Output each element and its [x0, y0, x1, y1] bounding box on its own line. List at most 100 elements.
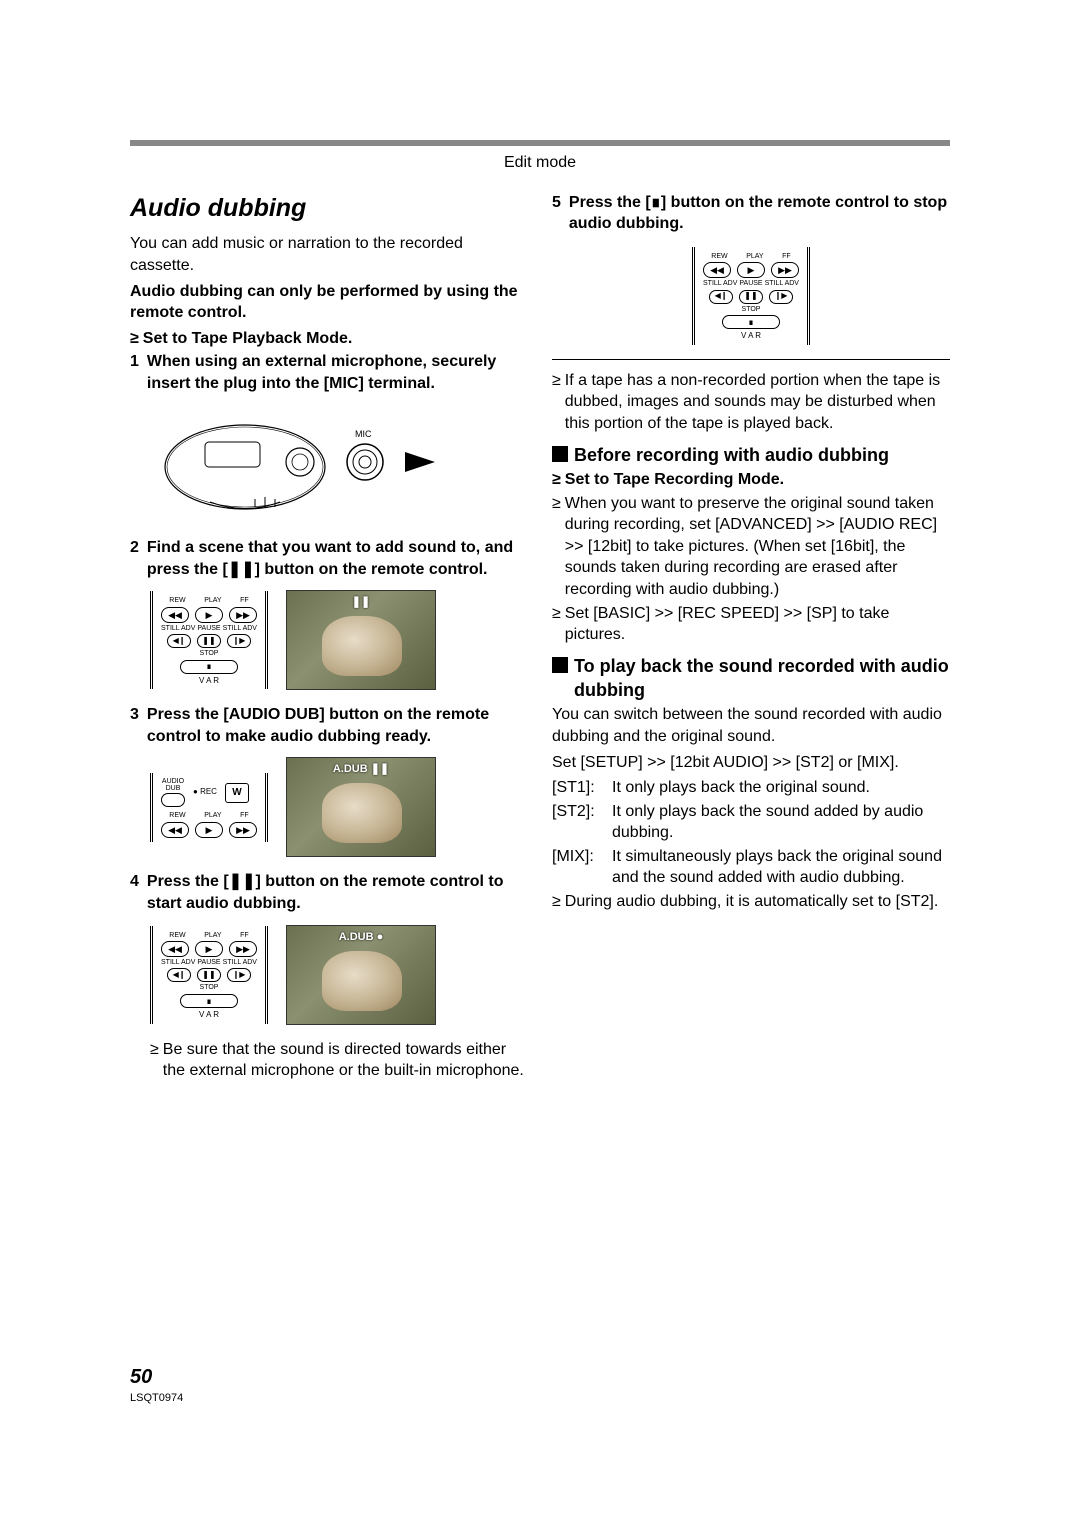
bullet-icon: ≥ [552, 493, 561, 601]
before-bullet-2-text: Set [BASIC] >> [REC SPEED] >> [SP] to ta… [565, 603, 950, 646]
remote-control-diagram: REW PLAY FF ◀◀ ▶ ▶▶ STILL ADV PAUSE STIL… [150, 591, 268, 689]
page-number: 50 [130, 1364, 950, 1391]
stilladv-label-r: STILL ADV [223, 624, 257, 633]
step-5-text: Press the [∎] button on the remote contr… [569, 192, 950, 235]
step-2-text: Find a scene that you want to add sound … [147, 537, 528, 580]
w-button: W [225, 783, 249, 803]
pause-button: ❚❚ [197, 634, 221, 648]
rew-button: ◀◀ [161, 607, 189, 623]
play-button-2: ▶ [195, 822, 223, 838]
playback-title: To play back the sound recorded with aud… [574, 654, 950, 703]
step-1-text: When using an external microphone, secur… [147, 351, 528, 394]
mix-row: [MIX]: It simultaneously plays back the … [552, 846, 950, 889]
playback-heading: To play back the sound recorded with aud… [552, 654, 950, 703]
step-1-number: 1 [130, 351, 139, 394]
mic-label: MIC [355, 429, 372, 439]
play-button: ▶ [195, 607, 223, 623]
remote-only-note: Audio dubbing can only be performed by u… [130, 281, 528, 324]
remote-dub-diagram: AUDIO DUB ● REC W REW PLAY FF ◀◀ [150, 773, 268, 841]
intro-text: You can add music or narration to the re… [130, 233, 528, 276]
bullet-icon: ≥ [552, 603, 561, 646]
st2-text: It only plays back the sound added by au… [612, 801, 950, 844]
ff-button: ▶▶ [229, 607, 257, 623]
stilladv-label-l: STILL ADV [161, 624, 195, 633]
step-4-note: ≥ Be sure that the sound is directed tow… [150, 1039, 528, 1082]
square-icon [552, 446, 568, 462]
right-column: 5 Press the [∎] button on the remote con… [552, 192, 950, 1084]
st1-text: It only plays back the original sound. [612, 777, 950, 799]
before-recording-heading: Before recording with audio dubbing [552, 443, 950, 467]
stop-button: ∎ [180, 660, 238, 674]
dub-label: DUB [166, 785, 181, 792]
pause-overlay: ❚❚ [352, 595, 370, 610]
ff-label: FF [240, 596, 249, 605]
page: Edit mode Audio dubbing You can add musi… [0, 0, 1080, 1466]
set-playback-label: Set to Tape Playback Mode. [143, 328, 353, 350]
stilladv-r-button: ❙▶ [227, 634, 251, 648]
step-3-text: Press the [AUDIO DUB] button on the remo… [147, 704, 528, 747]
square-icon [552, 657, 568, 673]
ff-button-2: ▶▶ [229, 822, 257, 838]
mix-label: [MIX]: [552, 846, 604, 889]
before-bullet-1-text: When you want to preserve the original s… [565, 493, 950, 601]
document-code: LSQT0974 [130, 1391, 950, 1406]
remote-control-diagram-3: REW PLAY FF ◀◀ ▶ ▶▶ STILL ADV PAUSE STIL… [692, 247, 810, 345]
st2-label: [ST2]: [552, 801, 604, 844]
step-3: 3 Press the [AUDIO DUB] button on the re… [130, 704, 528, 747]
audio-label: AUDIO [162, 778, 184, 785]
step-3-number: 3 [130, 704, 139, 747]
preview-screen-adub-rec: A.DUB ● [286, 925, 436, 1025]
header-rule [130, 140, 950, 146]
step-1: 1 When using an external microphone, sec… [130, 351, 528, 394]
stilladv-l-button: ◀❙ [167, 634, 191, 648]
tape-note-text: If a tape has a non-recorded portion whe… [565, 370, 950, 435]
camcorder-mic-figure: MIC [150, 407, 528, 524]
bullet-icon: ≥ [552, 891, 561, 913]
bullet-icon: ≥ [150, 1039, 159, 1082]
st1-row: [ST1]: It only plays back the original s… [552, 777, 950, 799]
stop-label: STOP [200, 649, 219, 658]
preview-screen-pause: ❚❚ [286, 590, 436, 690]
st1-label: [ST1]: [552, 777, 604, 799]
step-5-number: 5 [552, 192, 561, 235]
step-4-number: 4 [130, 871, 139, 914]
section-title: Audio dubbing [130, 192, 528, 226]
set-recording-mode: ≥ Set to Tape Recording Mode. [552, 469, 950, 491]
playback-intro: You can switch between the sound recorde… [552, 704, 950, 747]
rew-label: REW [169, 596, 185, 605]
camcorder-illustration: MIC [150, 407, 440, 517]
bullet-icon: ≥ [130, 328, 139, 350]
before-bullet-2: ≥ Set [BASIC] >> [REC SPEED] >> [SP] to … [552, 603, 950, 646]
step-5-figure: REW PLAY FF ◀◀ ▶ ▶▶ STILL ADV PAUSE STIL… [552, 247, 950, 345]
play-label-2: PLAY [204, 811, 221, 820]
step-2-number: 2 [130, 537, 139, 580]
header-section: Edit mode [130, 152, 950, 174]
bullet-icon: ≥ [552, 370, 561, 435]
playback-setup: Set [SETUP] >> [12bit AUDIO] >> [ST2] or… [552, 752, 950, 774]
step-4-note-text: Be sure that the sound is directed towar… [163, 1039, 528, 1082]
rew-label-2: REW [169, 811, 185, 820]
preview-screen-adub-pause: A.DUB ❚❚ [286, 757, 436, 857]
set-recording-label: Set to Tape Recording Mode. [565, 469, 784, 491]
adub-rec-overlay: A.DUB ● [339, 930, 384, 945]
rew-button-2: ◀◀ [161, 822, 189, 838]
step-4: 4 Press the [❚❚] button on the remote co… [130, 871, 528, 914]
remote-control-diagram-2: REW PLAY FF ◀◀ ▶ ▶▶ STILL ADV PAUSE STIL… [150, 926, 268, 1024]
rec-label: REC [200, 787, 217, 796]
adub-pause-overlay: A.DUB ❚❚ [333, 762, 389, 777]
left-column: Audio dubbing You can add music or narra… [130, 192, 528, 1084]
during-dubbing-note: ≥ During audio dubbing, it is automatica… [552, 891, 950, 913]
set-playback-mode: ≥ Set to Tape Playback Mode. [130, 328, 528, 350]
pause-label: PAUSE [197, 624, 220, 633]
step-4-figure: REW PLAY FF ◀◀ ▶ ▶▶ STILL ADV PAUSE STIL… [150, 925, 528, 1025]
bullet-icon: ≥ [552, 469, 561, 491]
audiodub-button [161, 793, 185, 807]
before-recording-title: Before recording with audio dubbing [574, 443, 889, 467]
two-column-layout: Audio dubbing You can add music or narra… [130, 192, 950, 1084]
step-4-text: Press the [❚❚] button on the remote cont… [147, 871, 528, 914]
divider [552, 359, 950, 360]
tape-note: ≥ If a tape has a non-recorded portion w… [552, 370, 950, 435]
play-label: PLAY [204, 596, 221, 605]
st2-row: [ST2]: It only plays back the sound adde… [552, 801, 950, 844]
ff-label-2: FF [240, 811, 249, 820]
